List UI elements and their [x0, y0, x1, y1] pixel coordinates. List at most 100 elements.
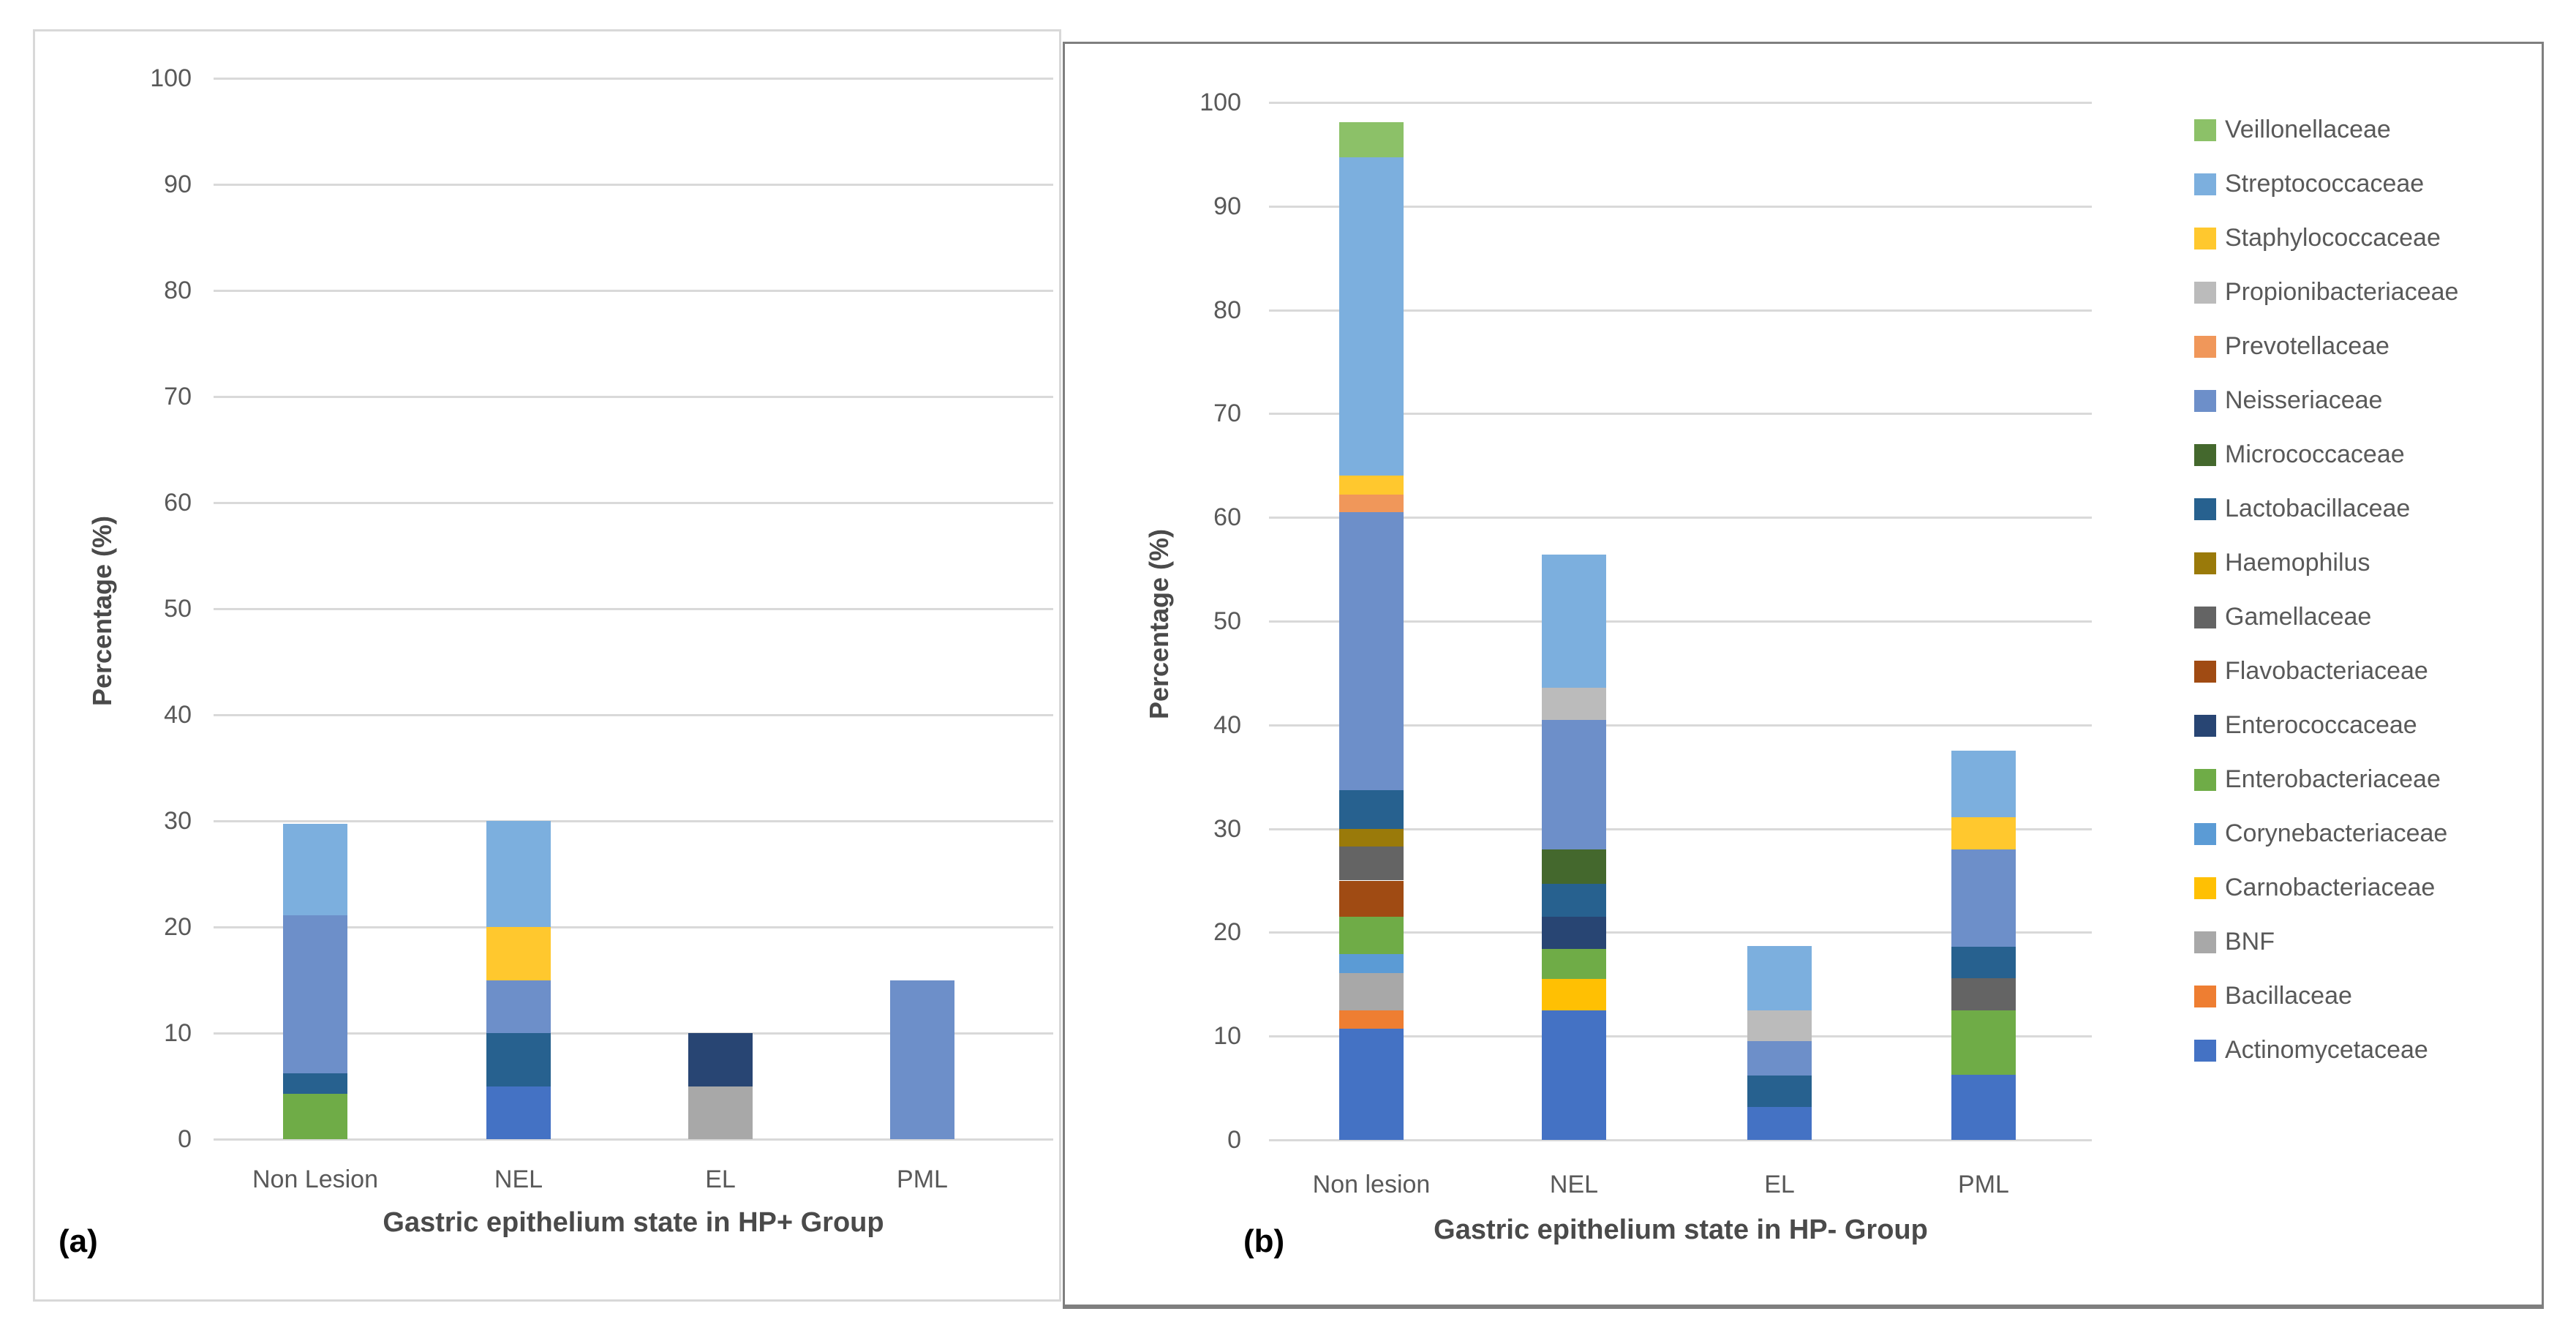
legend-swatch-bacillaceae: [2194, 986, 2216, 1007]
category-label: NEL: [494, 1166, 543, 1193]
gridline-40: [1269, 724, 2092, 727]
category-label: EL: [705, 1166, 736, 1193]
y-tick-label: 40: [164, 701, 192, 729]
y-tick-label: 30: [164, 807, 192, 835]
bar-segment-bnf: [688, 1086, 753, 1139]
gridline-80: [1269, 309, 2092, 312]
legend-swatch-propionibacteriaceae: [2194, 282, 2216, 304]
legend-label-bacillaceae: Bacillaceae: [2225, 982, 2352, 1010]
y-tick-label: 50: [164, 595, 192, 623]
y-tick-label: 20: [164, 913, 192, 941]
bar-segment-carnobacteriaceae: [1542, 979, 1606, 1010]
legend-label-enterococcaceae: Enterococcaceae: [2225, 711, 2417, 739]
gridline-50: [214, 608, 1053, 610]
legend-swatch-gamellaceae: [2194, 607, 2216, 628]
x-axis-title-a: Gastric epithelium state in HP+ Group: [383, 1207, 884, 1238]
legend-swatch-carnobacteriaceae: [2194, 877, 2216, 899]
legend-label-bnf: BNF: [2225, 928, 2275, 956]
legend-swatch-veillonellaceae: [2194, 119, 2216, 141]
gridline-30: [1269, 827, 2092, 830]
legend-label-carnobacteriaceae: Carnobacteriaceae: [2225, 874, 2436, 901]
bar-segment-lactobacillaceae: [1542, 883, 1606, 917]
panel-label-b: (b): [1243, 1223, 1285, 1259]
y-tick-label: 10: [164, 1019, 192, 1047]
bar-segment-streptococcaceae: [1542, 555, 1606, 688]
legend-label-staphylococcaceae: Staphylococcaceae: [2225, 224, 2441, 252]
bar-segment-gamellaceae: [1951, 977, 2016, 1010]
legend-swatch-bnf: [2194, 931, 2216, 953]
legend-label-veillonellaceae: Veillonellaceae: [2225, 116, 2391, 143]
bar-segment-enterobacteriaceae: [1339, 917, 1404, 955]
gridline-70: [214, 396, 1053, 398]
legend-label-haemophilus: Haemophilus: [2225, 549, 2370, 577]
panel-label-a: (a): [59, 1223, 98, 1259]
bar-segment-staphylococcaceae: [1339, 476, 1404, 495]
category-label: Non lesion: [1312, 1171, 1431, 1198]
bar-segment-neisseriaceae: [1542, 719, 1606, 849]
bar-segment-gamellaceae: [1339, 846, 1404, 881]
gridline-60: [214, 502, 1053, 504]
legend-label-prevotellaceae: Prevotellaceae: [2225, 332, 2389, 360]
y-tick-label: 80: [164, 277, 192, 304]
category-label: NEL: [1549, 1171, 1599, 1198]
y-tick-label: 60: [164, 489, 192, 517]
gridline-10: [214, 1032, 1053, 1035]
legend-label-enterobacteriaceae: Enterobacteriaceae: [2225, 765, 2441, 793]
legend-label-gamellaceae: Gamellaceae: [2225, 603, 2372, 631]
legend-swatch-staphylococcaceae: [2194, 228, 2216, 249]
bar-segment-lactobacillaceae: [486, 1033, 551, 1086]
gridline-10: [1269, 1035, 2092, 1038]
legend-swatch-streptococcaceae: [2194, 173, 2216, 195]
legend-label-micrococcaceae: Micrococcaceae: [2225, 440, 2405, 468]
legend-swatch-enterobacteriaceae: [2194, 769, 2216, 791]
bar-segment-haemophilus: [1339, 828, 1404, 847]
y-tick-label: 60: [1213, 503, 1241, 532]
bar-segment-bacillaceae: [1339, 1010, 1404, 1029]
y-tick-label: 10: [1213, 1022, 1241, 1051]
y-tick-label: 20: [1213, 918, 1241, 947]
gridline-20: [1269, 931, 2092, 934]
gridline-40: [214, 714, 1053, 716]
legend-swatch-flavobacteriaceae: [2194, 661, 2216, 683]
legend-label-corynebacteriaceae: Corynebacteriaceae: [2225, 819, 2448, 847]
legend-label-flavobacteriaceae: Flavobacteriaceae: [2225, 657, 2428, 685]
legend-swatch-haemophilus: [2194, 552, 2216, 574]
bar-segment-actinomycetaceae: [1339, 1029, 1404, 1140]
bar-segment-propionibacteriaceae: [1747, 1010, 1812, 1042]
bar-segment-actinomycetaceae: [1951, 1074, 2016, 1140]
gridline-100: [214, 78, 1053, 80]
bar-segment-staphylococcaceae: [486, 927, 551, 980]
y-tick-label: 100: [150, 64, 192, 92]
gridline-90: [214, 184, 1053, 186]
legend-swatch-corynebacteriaceae: [2194, 823, 2216, 845]
bar-segment-staphylococcaceae: [1951, 817, 2016, 849]
legend-label-neisseriaceae: Neisseriaceae: [2225, 386, 2383, 414]
bar-segment-actinomycetaceae: [486, 1086, 551, 1139]
bar-segment-enterococcaceae: [688, 1033, 753, 1086]
bar-segment-enterobacteriaceae: [283, 1093, 347, 1139]
bar-segment-neisseriaceae: [283, 915, 347, 1074]
legend-swatch-actinomycetaceae: [2194, 1040, 2216, 1062]
bar-segment-enterococcaceae: [1542, 917, 1606, 950]
bar-segment-micrococcaceae: [1542, 849, 1606, 884]
x-axis-title-b: Gastric epithelium state in HP- Group: [1434, 1215, 1928, 1245]
y-tick-label: 40: [1213, 710, 1241, 739]
y-tick-label: 30: [1213, 814, 1241, 843]
bar-segment-streptococcaceae: [486, 821, 551, 927]
gridline-80: [214, 290, 1053, 292]
gridline-70: [1269, 413, 2092, 416]
gridline-0: [1269, 1139, 2092, 1141]
category-label: PML: [1958, 1171, 2009, 1198]
bar-segment-streptococcaceae: [1951, 751, 2016, 817]
legend-swatch-lactobacillaceae: [2194, 498, 2216, 520]
legend-label-lactobacillaceae: Lactobacillaceae: [2225, 495, 2411, 522]
bar-segment-actinomycetaceae: [1747, 1106, 1812, 1140]
gridline-100: [1269, 102, 2092, 104]
y-tick-label: 80: [1213, 296, 1241, 324]
y-tick-label: 70: [1213, 399, 1241, 428]
category-label: EL: [1764, 1171, 1795, 1198]
bar-segment-neisseriaceae: [1747, 1041, 1812, 1076]
bar-segment-lactobacillaceae: [1951, 947, 2016, 978]
gridline-60: [1269, 517, 2092, 519]
y-tick-label: 0: [1227, 1126, 1241, 1154]
